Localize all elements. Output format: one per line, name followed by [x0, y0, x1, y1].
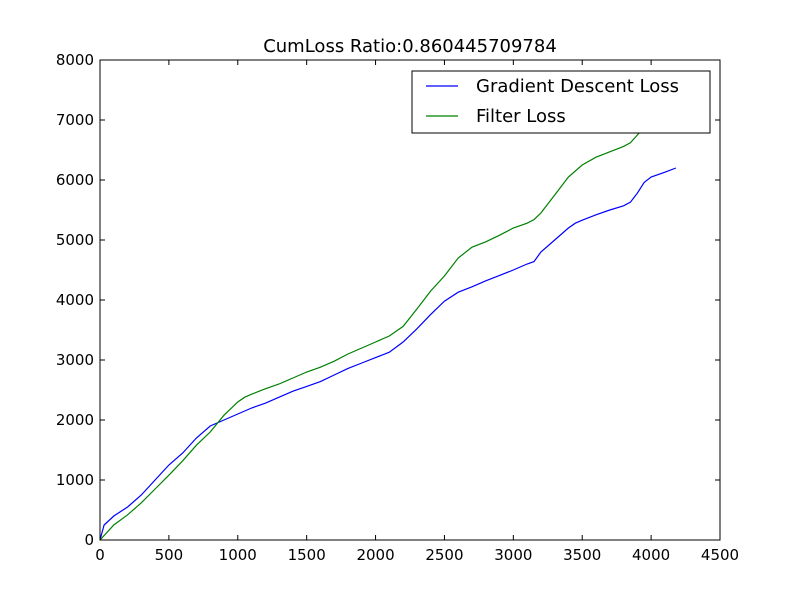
legend-label-gradient-descent-loss: Gradient Descent Loss — [476, 76, 679, 97]
legend: Gradient Descent Loss Filter Loss — [411, 70, 711, 134]
y-tick-label: 3000 — [56, 351, 94, 369]
x-tick-label: 500 — [155, 546, 184, 564]
x-tick-label: 1000 — [219, 546, 257, 564]
series-layer — [100, 122, 677, 540]
x-tick-label: 3000 — [494, 546, 532, 564]
x-tick-label: 2500 — [425, 546, 463, 564]
x-tick-label: 4500 — [701, 546, 739, 564]
y-tick-label: 2000 — [56, 411, 94, 429]
y-tick-label: 7000 — [56, 111, 94, 129]
x-tick-label: 2000 — [356, 546, 394, 564]
ticks-layer: 0 500 1000 1500 2000 2500 3000 3500 4000 4500 0 100… — [56, 51, 739, 564]
series-line-gradient-descent-loss — [100, 167, 677, 540]
x-tick-label: 3500 — [563, 546, 601, 564]
y-tick-label: 8000 — [56, 51, 94, 69]
series-line-filter-loss — [100, 122, 652, 540]
y-tick-label: 4000 — [56, 291, 94, 309]
x-tick-label: 4000 — [632, 546, 670, 564]
legend-label-filter-loss: Filter Loss — [476, 106, 566, 127]
legend-box — [411, 70, 711, 134]
chart-title: CumLoss Ratio:0.860445709784 — [263, 36, 557, 57]
y-tick-label: 5000 — [56, 231, 94, 249]
y-tick-label: 1000 — [56, 471, 94, 489]
y-tick-label: 6000 — [56, 171, 94, 189]
y-tick-label: 0 — [84, 531, 94, 549]
x-tick-label: 0 — [95, 546, 105, 564]
x-tick-label: 1500 — [288, 546, 326, 564]
